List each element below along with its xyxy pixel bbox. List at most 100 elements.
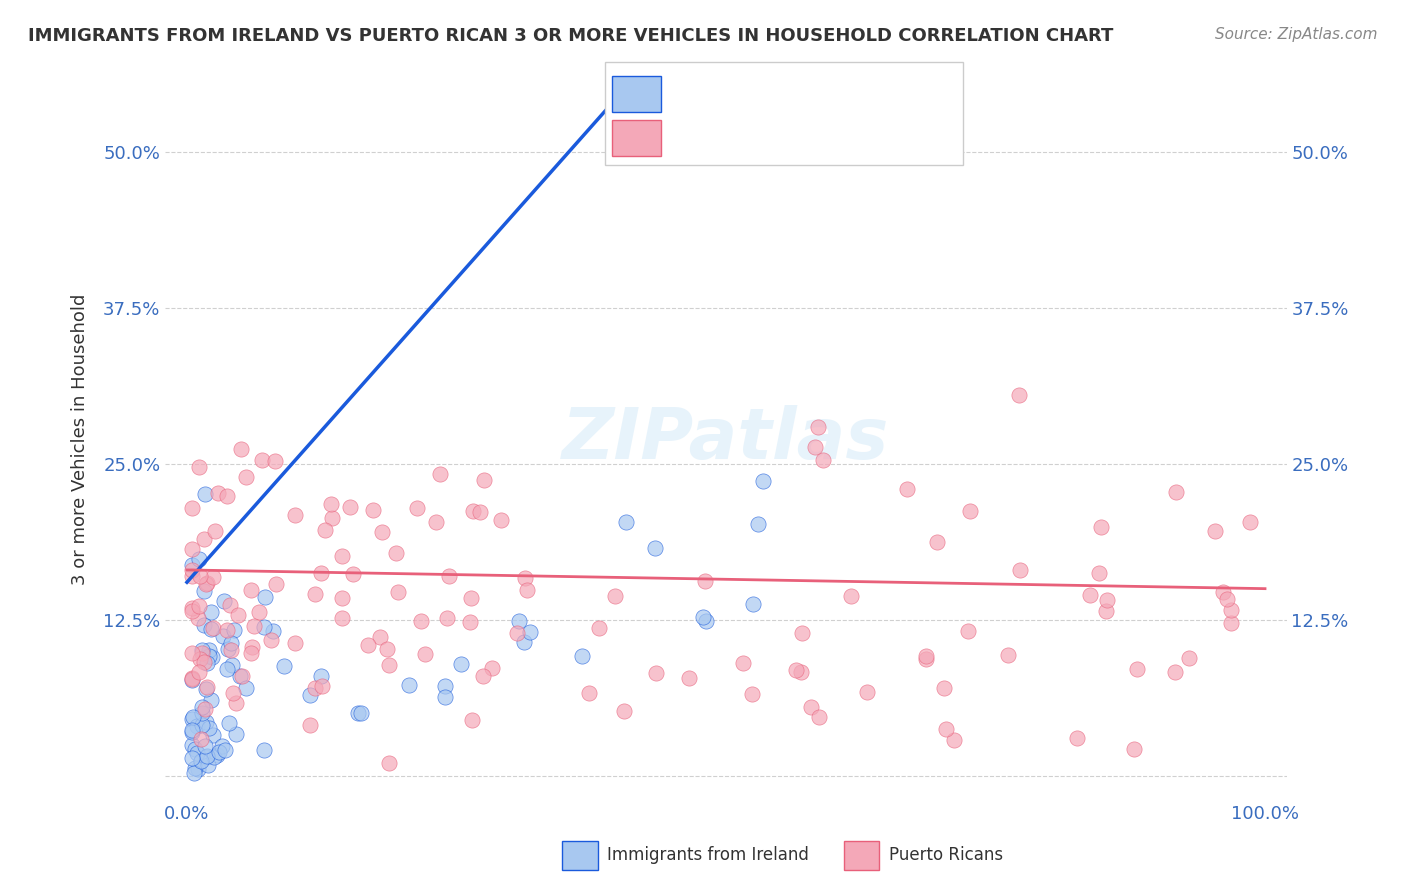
- Point: [1164, 665, 1187, 680]
- Point: [309, 566, 332, 581]
- Point: [1126, 662, 1149, 676]
- Point: [194, 739, 217, 754]
- Point: [513, 635, 536, 649]
- Point: [219, 643, 242, 657]
- Point: [235, 681, 257, 696]
- Point: [1219, 603, 1241, 617]
- Point: [202, 570, 225, 584]
- Point: [321, 497, 343, 511]
- Point: [194, 749, 217, 764]
- Point: [188, 569, 211, 583]
- Point: [200, 622, 222, 636]
- Point: [790, 665, 813, 679]
- Point: [260, 632, 283, 647]
- Point: [204, 524, 226, 538]
- Point: [181, 646, 204, 660]
- Point: [225, 696, 247, 710]
- Point: [461, 713, 484, 727]
- Point: [231, 669, 253, 683]
- Point: [299, 688, 322, 702]
- Point: [409, 614, 432, 628]
- Point: [243, 619, 266, 633]
- Point: [299, 718, 322, 732]
- Point: [181, 563, 204, 577]
- Point: [211, 629, 233, 643]
- Point: [932, 681, 955, 696]
- Point: [1095, 593, 1118, 607]
- Point: [183, 766, 205, 780]
- Point: [803, 440, 825, 454]
- Point: [207, 486, 229, 500]
- Point: [181, 542, 204, 557]
- Point: [1066, 731, 1088, 746]
- Point: [187, 459, 209, 474]
- Point: [190, 706, 212, 720]
- Point: [191, 643, 214, 657]
- Point: [1216, 591, 1239, 606]
- Point: [181, 672, 204, 686]
- Text: 78: 78: [813, 85, 835, 103]
- Point: [1166, 484, 1188, 499]
- Point: [229, 442, 252, 456]
- Point: [433, 679, 456, 693]
- Point: [208, 745, 231, 759]
- Point: [247, 605, 270, 619]
- Point: [1078, 589, 1101, 603]
- Text: 0.321: 0.321: [714, 85, 766, 103]
- Point: [588, 621, 610, 635]
- Point: [330, 611, 353, 625]
- Point: [240, 640, 263, 655]
- Text: Puerto Ricans: Puerto Ricans: [889, 847, 1002, 864]
- Point: [460, 591, 482, 606]
- Point: [188, 599, 211, 613]
- Point: [645, 666, 668, 681]
- Point: [188, 552, 211, 566]
- Point: [250, 453, 273, 467]
- Point: [198, 649, 221, 664]
- Point: [193, 532, 215, 546]
- Point: [460, 615, 482, 629]
- Point: [190, 731, 212, 746]
- Point: [741, 687, 763, 701]
- Point: [695, 614, 717, 628]
- Point: [571, 648, 593, 663]
- Point: [450, 657, 472, 671]
- Point: [218, 598, 240, 612]
- Point: [211, 739, 233, 754]
- Point: [807, 420, 830, 434]
- Point: [742, 597, 765, 611]
- Point: [839, 589, 862, 603]
- Point: [371, 524, 394, 539]
- Text: -0.103: -0.103: [714, 129, 773, 147]
- Point: [197, 758, 219, 772]
- Point: [472, 473, 495, 487]
- Point: [375, 641, 398, 656]
- Point: [181, 738, 204, 752]
- Text: Source: ZipAtlas.com: Source: ZipAtlas.com: [1215, 27, 1378, 42]
- Y-axis label: 3 or more Vehicles in Household: 3 or more Vehicles in Household: [72, 293, 89, 585]
- Point: [186, 719, 208, 733]
- Point: [405, 500, 427, 515]
- Point: [1220, 616, 1243, 631]
- Point: [194, 702, 217, 716]
- Text: N=: N=: [778, 85, 808, 103]
- Point: [190, 754, 212, 768]
- Point: [613, 705, 636, 719]
- Point: [370, 630, 392, 644]
- Point: [222, 686, 245, 700]
- Point: [927, 535, 949, 549]
- Point: [181, 604, 204, 618]
- Text: R =: R =: [672, 129, 709, 147]
- Point: [603, 590, 626, 604]
- Point: [425, 515, 447, 529]
- Point: [678, 672, 700, 686]
- Point: [1212, 585, 1234, 599]
- Point: [186, 746, 208, 760]
- Point: [200, 693, 222, 707]
- Point: [197, 680, 219, 694]
- Point: [195, 748, 218, 763]
- Point: [263, 624, 285, 638]
- Point: [378, 756, 401, 770]
- Text: N=: N=: [778, 129, 808, 147]
- Point: [693, 574, 716, 589]
